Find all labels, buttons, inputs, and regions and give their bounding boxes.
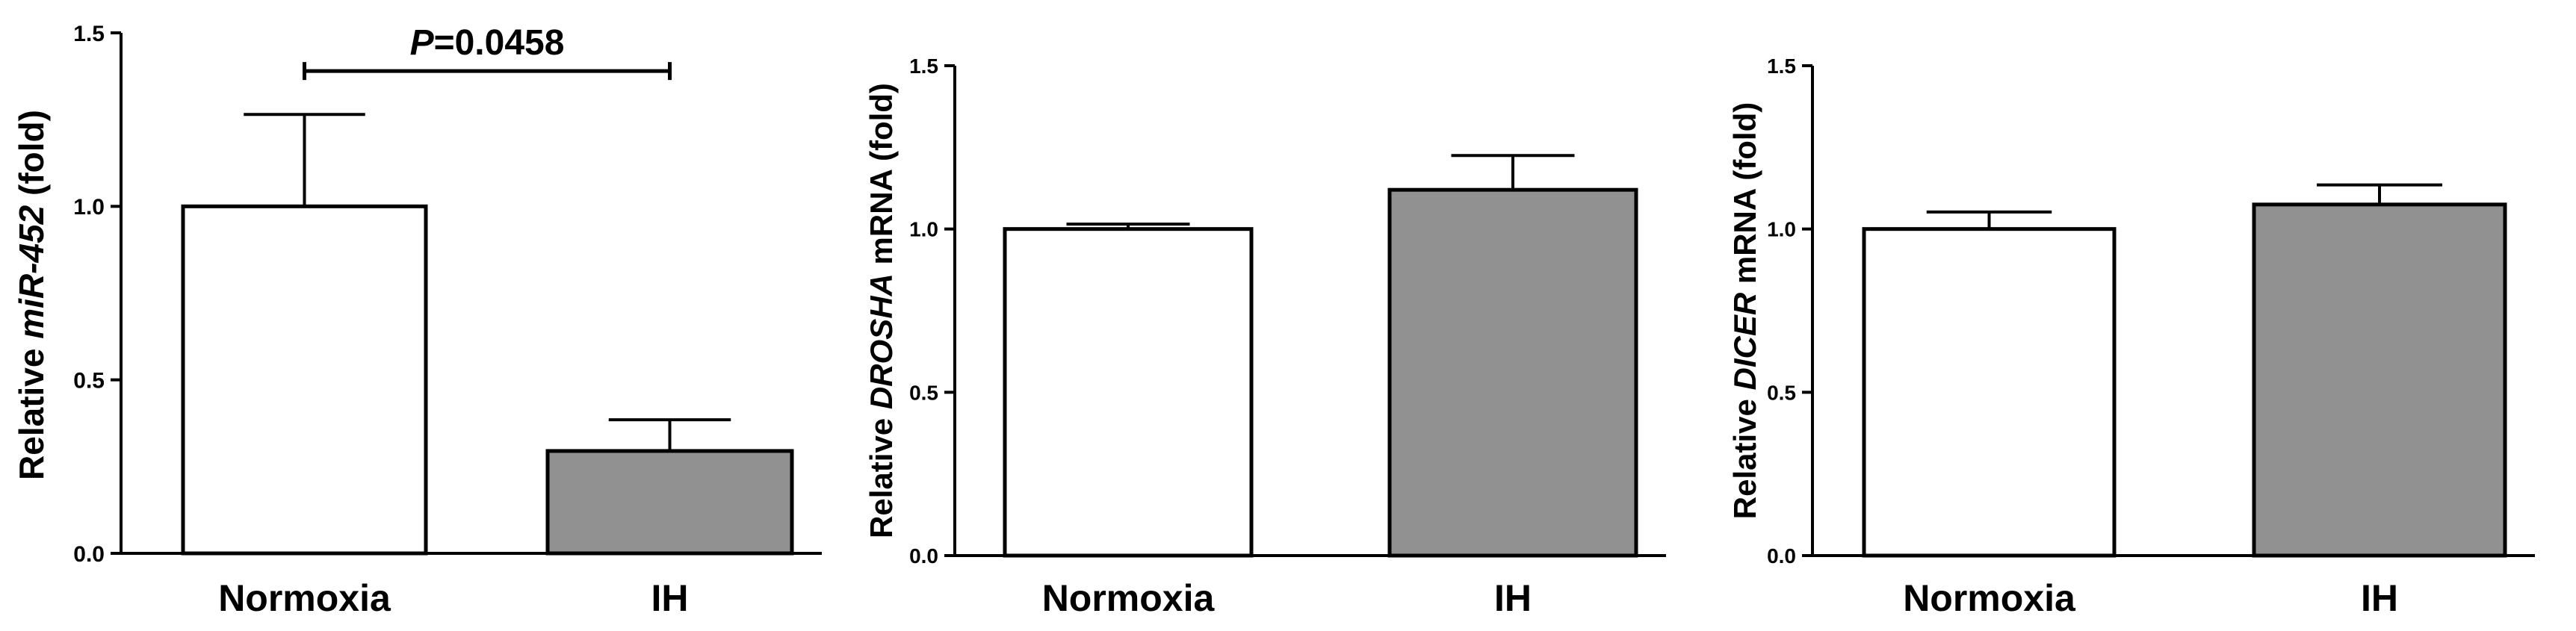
y-tick-label: 1.0 bbox=[909, 218, 938, 241]
y-axis-title: Relative DICER mRNA (fold) bbox=[1727, 102, 1762, 520]
y-tick-label: 1.0 bbox=[1767, 218, 1796, 241]
chart-svg-mir452: 0.0 0.5 1.0 1.5 Normoxia IH Relative miR-452 (… bbox=[12, 22, 822, 619]
y-tick-label: 0.0 bbox=[1767, 544, 1796, 568]
y-axis-title: Relative DROSHA mRNA (fold) bbox=[864, 83, 899, 538]
chart-panel-dicer: 0.0 0.5 1.0 1.5 Normoxia IH Relative DICER mRN… bbox=[1703, 0, 2576, 631]
category-label: IH bbox=[651, 577, 689, 619]
y-tick-label: 0.5 bbox=[909, 381, 938, 404]
y-axis-title-part: miR-452 bbox=[12, 205, 51, 338]
y-axis-title-part: Relative bbox=[1727, 390, 1762, 519]
bar-ih bbox=[2252, 202, 2507, 558]
bar-normoxia bbox=[1862, 227, 2117, 558]
bar-ih bbox=[1387, 187, 1638, 558]
chart-panel-drosha: 0.0 0.5 1.0 1.5 Normoxia IH Relative DROSHA mR… bbox=[844, 0, 1703, 631]
y-tick-label: 1.0 bbox=[73, 195, 105, 220]
y-axis-title-part: mRNA (fold) bbox=[1727, 102, 1762, 293]
p-value-label: P=0.0458 bbox=[410, 23, 565, 63]
category-label: IH bbox=[1494, 577, 1532, 619]
bar-normoxia bbox=[181, 204, 428, 556]
category-label: Normoxia bbox=[1042, 577, 1216, 619]
bar-ih bbox=[545, 449, 794, 556]
y-axis-title: Relative miR-452 (fold) bbox=[12, 110, 51, 480]
y-axis-title-part: (fold) bbox=[12, 110, 51, 205]
bar-normoxia bbox=[1003, 227, 1254, 558]
p-value-number: =0.0458 bbox=[434, 23, 565, 63]
category-label: Normoxia bbox=[1903, 577, 2076, 619]
chart-svg-dicer: 0.0 0.5 1.0 1.5 Normoxia IH Relative DICER mRN… bbox=[1727, 55, 2535, 619]
p-value-symbol: P bbox=[410, 23, 435, 63]
y-tick-label: 0.0 bbox=[73, 542, 105, 567]
y-tick-label: 0.5 bbox=[73, 368, 105, 393]
chart-svg-drosha: 0.0 0.5 1.0 1.5 Normoxia IH Relative DROSHA mR… bbox=[864, 55, 1666, 619]
category-label: IH bbox=[2361, 577, 2398, 619]
y-axis-title-part: mRNA (fold) bbox=[864, 83, 899, 273]
chart-panel-mir452: 0.0 0.5 1.0 1.5 Normoxia IH Relative miR-452 (… bbox=[0, 0, 844, 631]
y-tick-label: 0.5 bbox=[1767, 381, 1796, 404]
y-tick-label: 1.5 bbox=[73, 22, 105, 46]
y-axis-title-part: DROSHA bbox=[864, 273, 899, 409]
y-tick-label: 1.5 bbox=[1767, 55, 1796, 78]
y-axis-title-part: Relative bbox=[864, 409, 899, 538]
category-label: Normoxia bbox=[218, 577, 391, 619]
y-axis-title-part: DICER bbox=[1727, 292, 1762, 390]
y-axis-title-part: Relative bbox=[12, 339, 51, 480]
y-tick-label: 0.0 bbox=[909, 544, 938, 568]
y-tick-label: 1.5 bbox=[909, 55, 938, 78]
